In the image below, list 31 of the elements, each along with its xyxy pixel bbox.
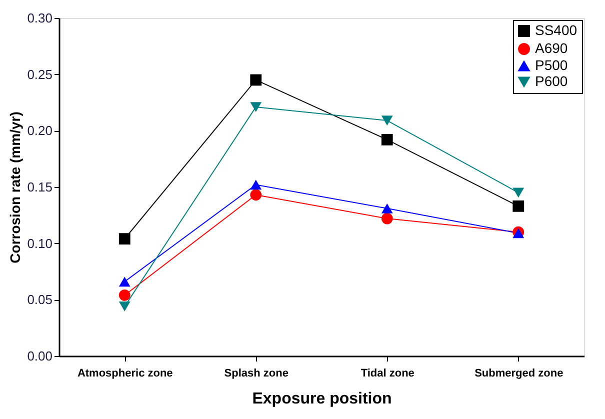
y-tick-label: 0.10 (27, 236, 52, 251)
x-axis-title: Exposure position (252, 390, 392, 408)
y-tick-label: 0.05 (27, 292, 52, 308)
y-tick-label: 0.15 (27, 180, 52, 194)
legend-label: P500 (535, 57, 568, 73)
y-tick-label: 0.30 (27, 10, 52, 26)
point (250, 189, 262, 201)
x-tick-label: Atmospheric zone (77, 368, 173, 380)
point (118, 289, 130, 301)
point (381, 134, 393, 146)
point (381, 212, 393, 224)
legend-label: P600 (535, 73, 568, 89)
x-tick-label: Submerged zone (474, 368, 564, 380)
point (512, 188, 524, 198)
y-tick-label: 0.20 (27, 123, 52, 138)
point (118, 233, 130, 245)
point (381, 203, 393, 214)
point (512, 200, 524, 212)
point (118, 301, 130, 312)
legend-label: A690 (535, 40, 568, 56)
x-tick-label: Splash zone (224, 368, 288, 380)
x-tick-label: Tidal zone (360, 368, 414, 380)
y-axis-title: Corrosion rate (mm/yr) (7, 112, 24, 264)
point (381, 116, 393, 126)
y-tick-label: 0.25 (27, 66, 52, 82)
y-tick-label: 0.00 (27, 348, 52, 364)
legend-label: SS400 (535, 22, 578, 38)
point (118, 276, 130, 287)
point (250, 74, 262, 86)
point (250, 180, 262, 190)
point (250, 102, 262, 112)
